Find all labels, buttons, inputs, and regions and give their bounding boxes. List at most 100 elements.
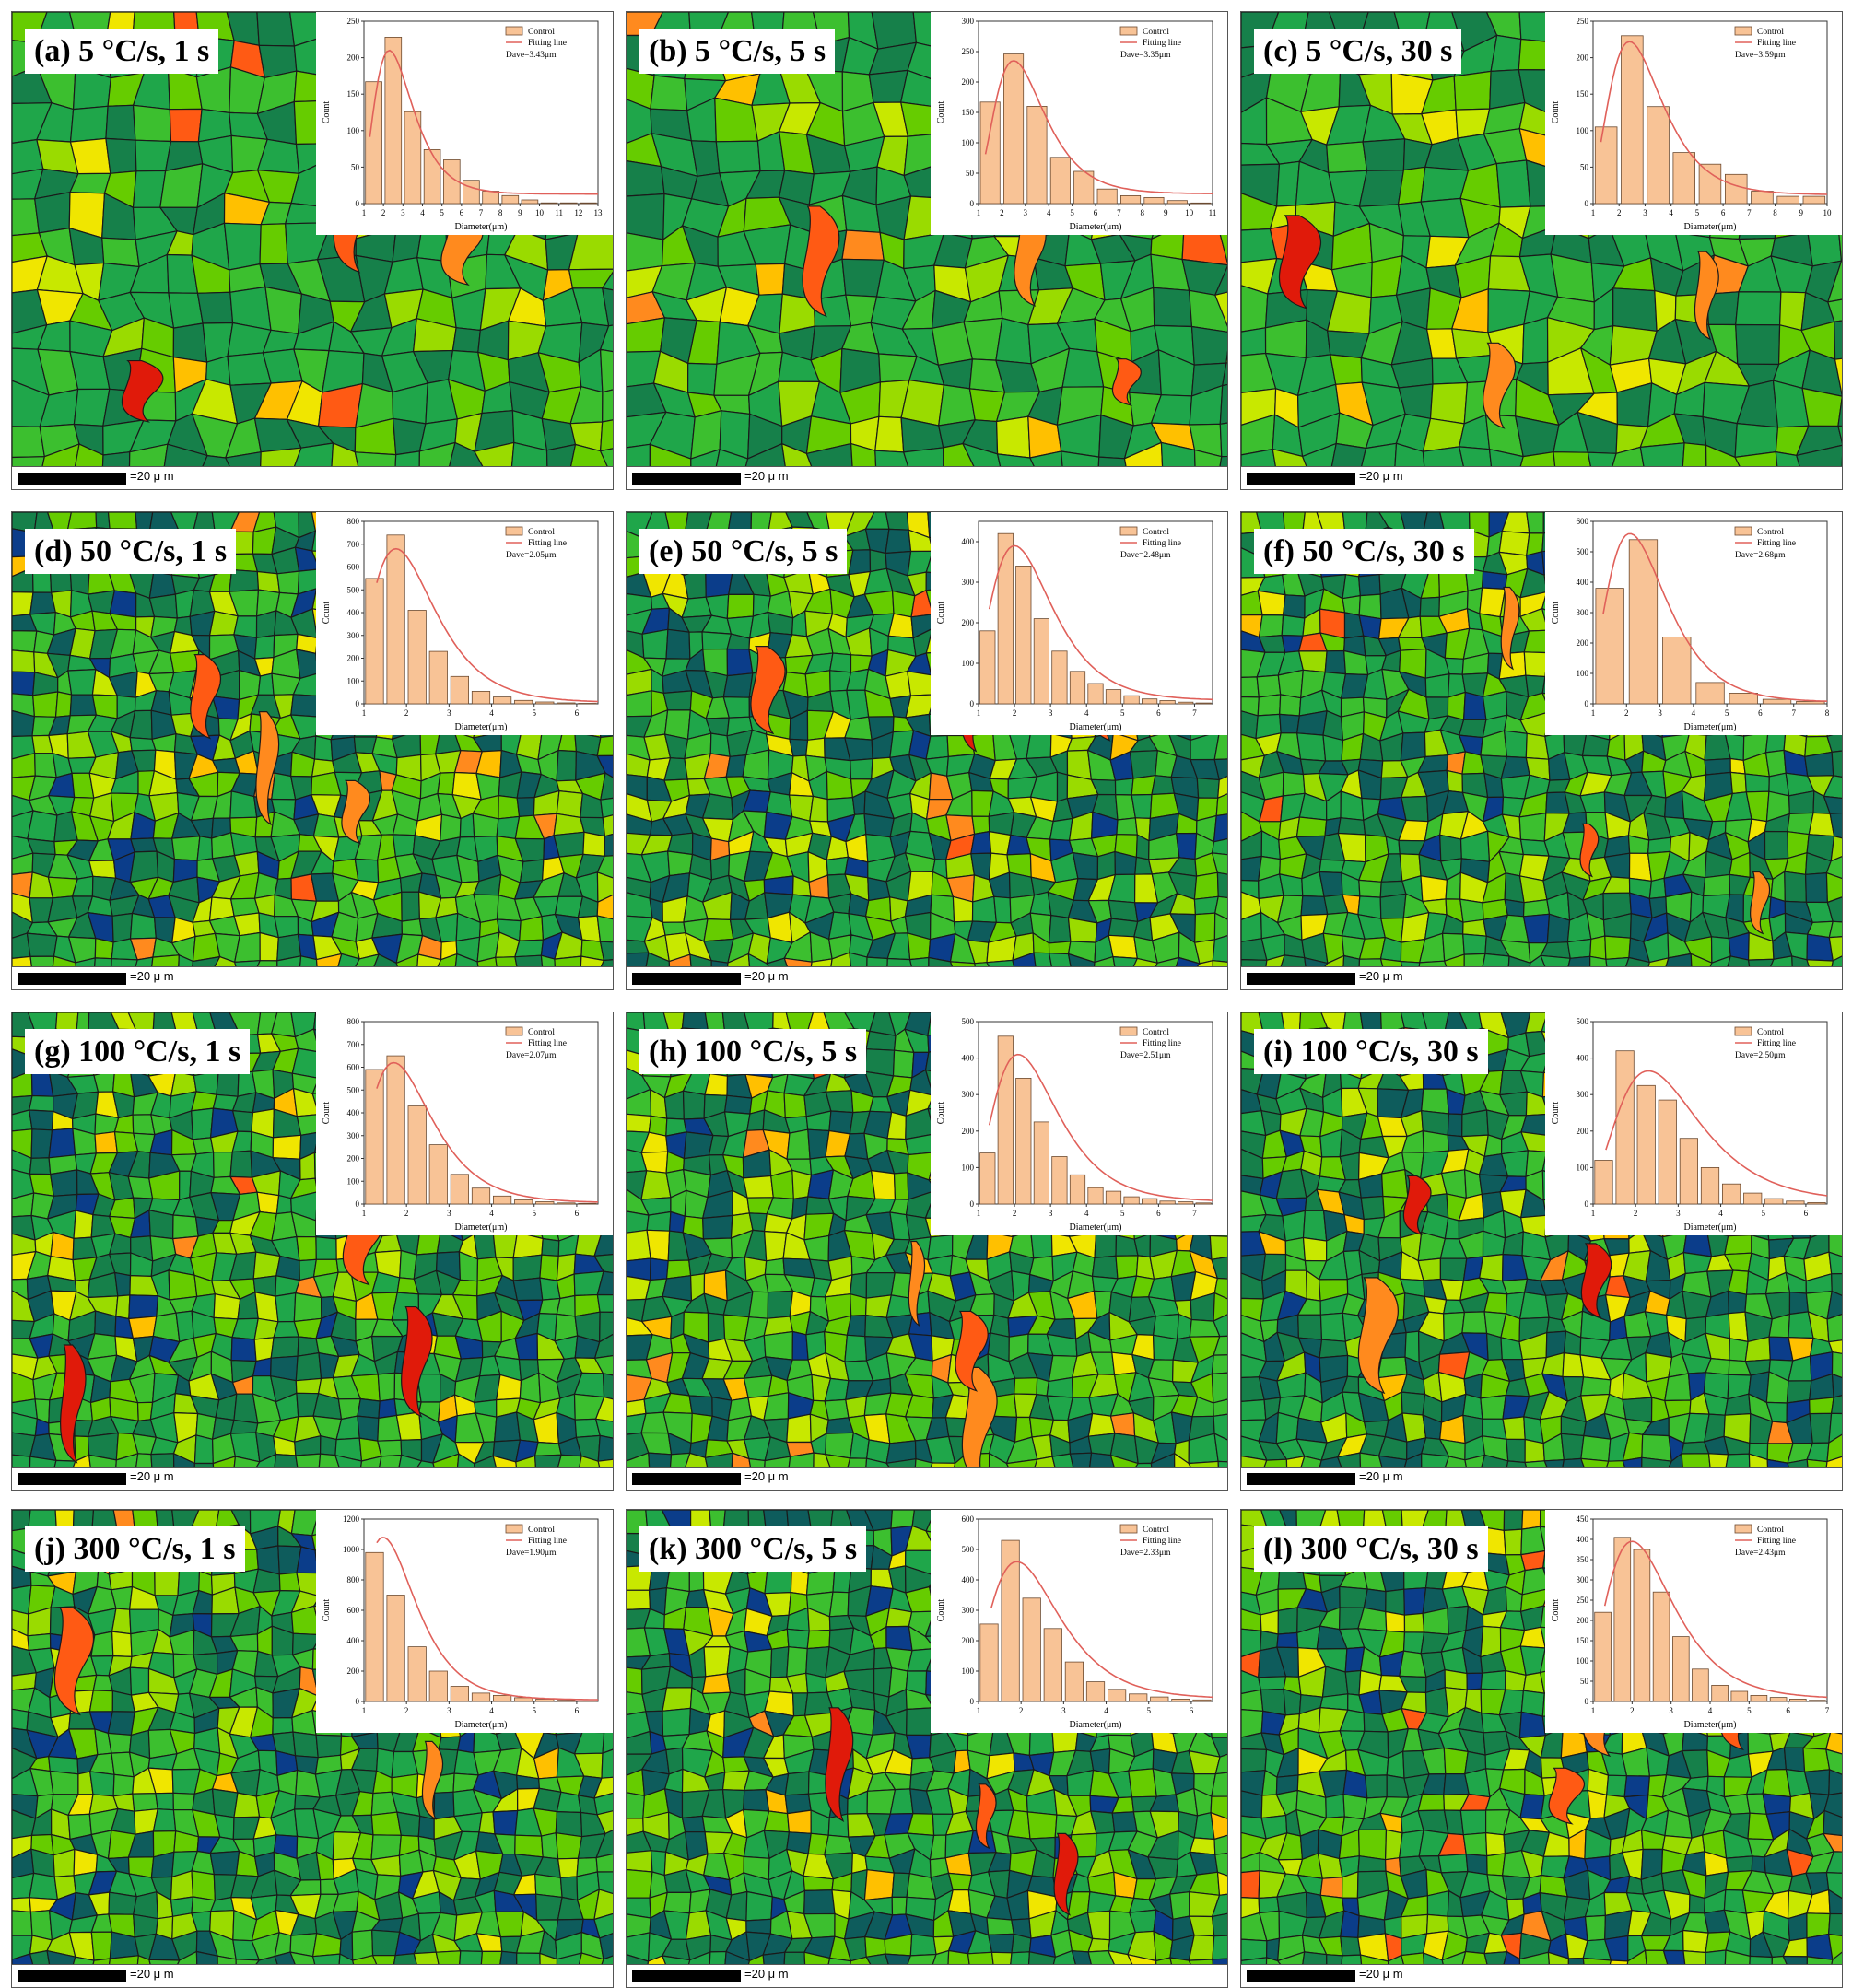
legend-fitting-line: Fitting line (1757, 39, 1796, 48)
y-tick-label: 400 (1577, 1535, 1589, 1544)
x-tick-label: 1 (1591, 208, 1596, 217)
x-tick-label: 6 (1804, 1209, 1809, 1218)
y-tick-label: 0 (970, 1697, 975, 1706)
legend-fitting-line: Fitting line (1143, 39, 1181, 48)
legend-control: Control (1143, 528, 1169, 537)
scale-bar (18, 1473, 126, 1485)
x-tick-label: 7 (1825, 1706, 1830, 1715)
x-tick-label: 5 (1120, 708, 1125, 718)
panel-label: (j) 300 °C/s, 1 s (25, 1526, 245, 1572)
x-tick-label: 5 (1695, 208, 1700, 217)
x-tick-label: 13 (594, 208, 604, 217)
y-tick-label: 200 (1577, 1127, 1589, 1136)
x-tick-label: 4 (1084, 708, 1089, 718)
scale-bar-label: =20 μ m (130, 969, 174, 983)
histogram-bar (1086, 1682, 1104, 1701)
y-tick-label: 200 (962, 618, 975, 627)
x-tick-label: 1 (362, 708, 367, 718)
y-tick-label: 600 (347, 1063, 360, 1072)
histogram-bar (366, 1070, 383, 1204)
scale-bar-label: =20 μ m (1359, 1469, 1403, 1483)
x-tick-label: 2 (1630, 1706, 1635, 1715)
y-tick-label: 700 (347, 540, 360, 549)
histogram-bar (1016, 1078, 1031, 1204)
y-axis-label: Count (322, 1599, 332, 1622)
x-axis-label: Diameter(μm) (1683, 222, 1736, 232)
histogram-bar (1701, 1167, 1718, 1204)
y-axis-label: Count (322, 1102, 332, 1125)
panel-label: (a) 5 °C/s, 1 s (25, 29, 218, 74)
histogram-bar (1672, 1637, 1689, 1701)
histogram-bar (536, 1202, 554, 1205)
x-tick-label: 6 (1156, 1209, 1161, 1218)
x-tick-label: 3 (1669, 1706, 1673, 1715)
y-tick-label: 50 (966, 169, 975, 178)
x-tick-label: 8 (1773, 208, 1777, 217)
scale-bar-strip: =20 μ m (12, 1964, 613, 1987)
histogram-bar (1699, 164, 1721, 204)
y-tick-label: 700 (347, 1040, 360, 1049)
histogram-bar (1680, 1139, 1697, 1204)
x-tick-label: 6 (575, 1706, 580, 1715)
y-tick-label: 150 (962, 108, 975, 117)
scale-bar-label: =20 μ m (744, 1967, 789, 1981)
panel-label: (i) 100 °C/s, 30 s (1254, 1029, 1488, 1074)
histogram-bar (1725, 174, 1747, 204)
x-tick-label: 8 (498, 208, 503, 217)
y-tick-label: 400 (347, 1108, 360, 1117)
histogram-bar (1065, 1662, 1083, 1701)
y-axis-label: Count (1551, 1599, 1561, 1622)
x-tick-label: 1 (977, 1706, 981, 1715)
legend-swatch-control (1735, 1027, 1752, 1035)
scale-bar-strip: =20 μ m (12, 466, 613, 489)
histogram-bar (387, 1596, 404, 1702)
y-tick-label: 250 (1577, 17, 1589, 26)
x-tick-label: 6 (1786, 1706, 1790, 1715)
x-tick-label: 10 (535, 208, 545, 217)
average-diameter: Dave=1.90μm (506, 1549, 557, 1558)
y-tick-label: 100 (347, 126, 360, 135)
histogram-bar (1622, 36, 1644, 204)
histogram-bar (1731, 1691, 1748, 1701)
histogram-bar (451, 676, 468, 704)
x-tick-label: 2 (1617, 208, 1622, 217)
histogram-bar (1142, 699, 1156, 704)
histogram-bar (1097, 189, 1117, 204)
x-tick-label: 5 (532, 1209, 536, 1218)
y-tick-label: 150 (347, 89, 360, 99)
x-tick-label: 5 (1120, 1209, 1125, 1218)
scale-bar-strip: =20 μ m (627, 1964, 1227, 1987)
average-diameter: Dave=3.59μm (1735, 51, 1786, 60)
y-tick-label: 600 (1577, 517, 1589, 526)
scale-bar-strip: =20 μ m (12, 1467, 613, 1490)
y-tick-label: 0 (356, 1199, 360, 1209)
histogram-bar (1088, 1187, 1103, 1204)
y-tick-label: 200 (1577, 1616, 1589, 1625)
x-tick-label: 2 (1000, 208, 1004, 217)
histogram-bar (1167, 201, 1187, 204)
y-tick-label: 100 (347, 1176, 360, 1186)
histogram-bar (1196, 1203, 1211, 1204)
legend-swatch-control (1735, 527, 1752, 535)
x-tick-label: 2 (1013, 708, 1017, 718)
panel-label: (f) 50 °C/s, 30 s (1254, 529, 1474, 574)
histogram-bar (1751, 1695, 1767, 1701)
plot-frame (979, 1022, 1213, 1204)
x-tick-label: 4 (1104, 1706, 1108, 1715)
scale-bar (18, 973, 126, 985)
scale-bar-strip: =20 μ m (627, 1467, 1227, 1490)
y-tick-label: 200 (347, 53, 360, 63)
histogram-bar (1044, 1629, 1061, 1701)
x-tick-label: 9 (1799, 208, 1804, 217)
x-tick-label: 1 (1591, 1209, 1596, 1218)
y-tick-label: 350 (1577, 1555, 1589, 1564)
histogram-bar (536, 1700, 554, 1702)
y-tick-label: 450 (1577, 1514, 1589, 1524)
histogram-bar (1124, 696, 1139, 704)
histogram-bar (502, 195, 519, 204)
